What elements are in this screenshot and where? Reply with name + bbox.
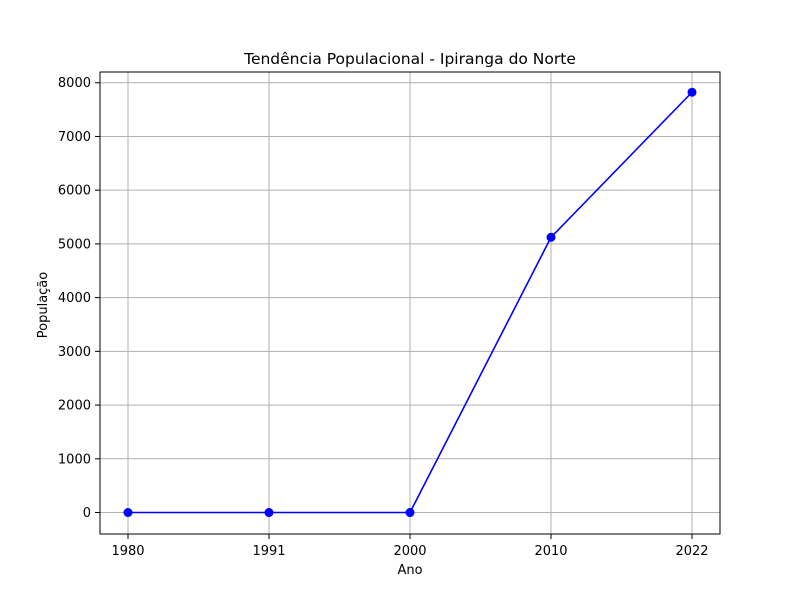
y-tick-label: 0 (83, 506, 91, 521)
y-tick-label: 1000 (58, 452, 91, 467)
x-axis: 1980 1991 2000 2010 2022 (111, 534, 709, 559)
data-point (546, 232, 556, 242)
x-tick-label: 2022 (675, 544, 708, 559)
y-tick-label: 6000 (58, 184, 91, 199)
x-tick-label: 1991 (252, 544, 285, 559)
x-tick-label: 2000 (393, 544, 426, 559)
data-point (123, 508, 133, 518)
y-tick-label: 7000 (58, 130, 91, 145)
data-point (687, 87, 697, 97)
y-tick-label: 2000 (58, 399, 91, 414)
data-point (264, 508, 274, 518)
x-axis-label: Ano (397, 563, 422, 578)
y-tick-label: 8000 (58, 76, 91, 91)
y-tick-label: 3000 (58, 345, 91, 360)
grid (100, 72, 720, 534)
y-tick-label: 5000 (58, 237, 91, 252)
x-tick-label: 1980 (111, 544, 144, 559)
y-tick-label: 4000 (58, 291, 91, 306)
series-line (123, 87, 697, 518)
data-point (405, 508, 415, 518)
x-tick-label: 2010 (534, 544, 567, 559)
chart-title: Tendência Populacional - Ipiranga do Nor… (243, 50, 576, 68)
y-axis: 0 1000 2000 3000 4000 5000 6000 7000 8000 (58, 76, 100, 521)
y-axis-label: População (36, 272, 51, 339)
